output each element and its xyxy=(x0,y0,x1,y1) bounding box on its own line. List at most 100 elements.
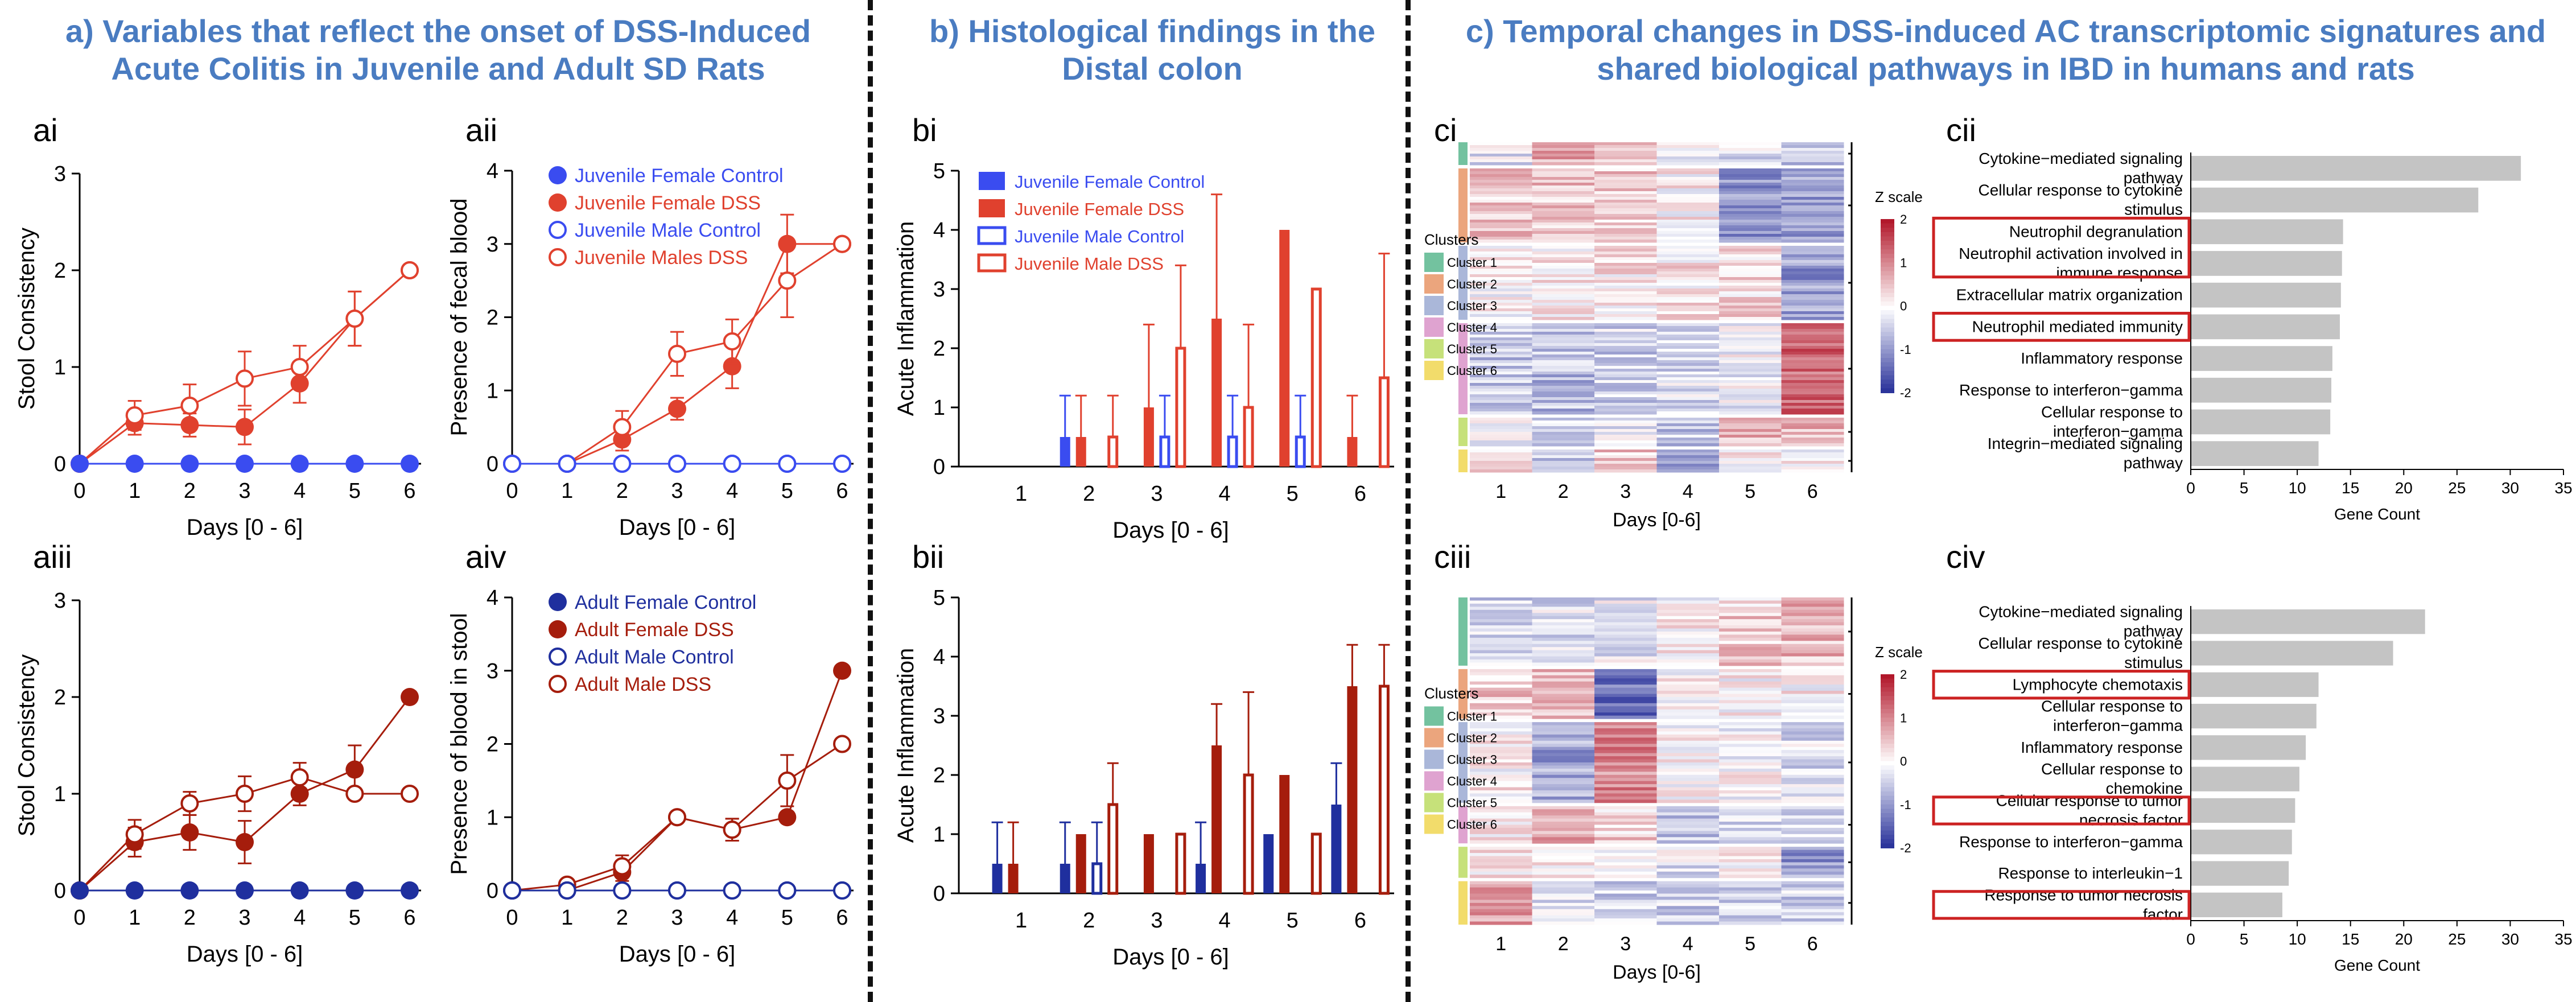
heatmap-cell xyxy=(1719,887,1782,891)
heatmap-cell xyxy=(1656,597,1720,601)
heatmap-cell xyxy=(1781,831,1844,835)
heatmap-cell xyxy=(1656,871,1720,875)
x-tick-label: 4 xyxy=(294,906,306,930)
heatmap-cell xyxy=(1781,840,1844,844)
heatmap-cell xyxy=(1781,799,1844,803)
heatmap-cell xyxy=(1781,759,1844,763)
heatmap-cell xyxy=(1594,426,1657,430)
x-tick-label: 20 xyxy=(2395,930,2413,948)
heatmap-cell xyxy=(1656,397,1720,401)
zscale-gradient-step xyxy=(1881,336,1894,341)
heatmap-cell xyxy=(1470,237,1532,240)
heatmap-cell xyxy=(1594,622,1657,626)
section-a-title-line1: a) Variables that reflect the onset of D… xyxy=(65,13,811,49)
heatmap-cell xyxy=(1719,700,1782,704)
cluster-bar-6 xyxy=(1458,450,1468,472)
pathway-label: Inflammatory response xyxy=(2021,349,2183,367)
heatmap-cell xyxy=(1532,622,1595,626)
heatmap-cell xyxy=(1656,360,1720,364)
heatmap-cell xyxy=(1656,700,1720,704)
heatmap-cell xyxy=(1594,249,1657,252)
heatmap-cell xyxy=(1656,834,1720,838)
heatmap-cell xyxy=(1781,145,1844,149)
x-tick-label: 5 xyxy=(1287,909,1299,933)
heatmap-cell xyxy=(1781,409,1844,412)
heatmap-cell xyxy=(1656,812,1720,816)
heatmap-cell xyxy=(1719,177,1782,180)
heatmap-cell xyxy=(1719,706,1782,710)
pathway-label: Cellular response to tumor xyxy=(1996,791,2183,809)
heatmap-cell xyxy=(1781,824,1844,828)
cluster-legend-label: Cluster 1 xyxy=(1447,710,1497,724)
heatmap-cell xyxy=(1470,678,1532,682)
heatmap-cell xyxy=(1532,383,1595,386)
heatmap-cell xyxy=(1532,790,1595,794)
heatmap-cell xyxy=(1594,625,1657,629)
zscale-gradient-step xyxy=(1881,718,1894,723)
heatmap-cell xyxy=(1656,349,1720,352)
pathway-bar xyxy=(2191,441,2319,466)
heatmap-cell xyxy=(1781,834,1844,838)
heatmap-cell xyxy=(1470,790,1532,794)
section-b-title-line1: b) Histological findings in the xyxy=(929,13,1375,49)
heatmap-cell xyxy=(1532,675,1595,679)
heatmap-cell xyxy=(1719,406,1782,409)
heatmap-cell xyxy=(1719,799,1782,803)
heatmap-cell xyxy=(1470,303,1532,306)
heatmap-cell xyxy=(1719,893,1782,897)
heatmap-cell xyxy=(1470,902,1532,906)
cluster-bar-4 xyxy=(1458,806,1468,844)
heatmap-cell xyxy=(1656,225,1720,229)
heatmap-cell xyxy=(1532,631,1595,635)
pathway-label: Integrin−mediated signaling xyxy=(1988,435,2183,452)
heatmap-cell xyxy=(1719,377,1782,381)
zscale-gradient-step xyxy=(1881,266,1894,272)
heatmap-cell xyxy=(1594,432,1657,435)
heatmap-cell xyxy=(1532,740,1595,744)
heatmap-cell xyxy=(1719,389,1782,392)
heatmap-cell xyxy=(1656,377,1720,381)
heatmap-cell xyxy=(1781,326,1844,329)
zscale-gradient-step xyxy=(1881,756,1894,762)
zscale-gradient-step xyxy=(1881,332,1894,337)
heatmap-cell xyxy=(1470,619,1532,623)
heatmap-cell xyxy=(1470,271,1532,275)
heatmap-cell xyxy=(1781,609,1844,613)
x-axis-label: Days [0-6] xyxy=(1613,962,1701,983)
heatmap-cell xyxy=(1532,609,1595,613)
heatmap-cell xyxy=(1781,737,1844,741)
heatmap-cell xyxy=(1781,286,1844,289)
heatmap-cell xyxy=(1470,406,1532,409)
heatmap-cell xyxy=(1594,349,1657,352)
heatmap-cell xyxy=(1594,765,1657,769)
heatmap-cell xyxy=(1594,603,1657,607)
data-point-open xyxy=(613,857,632,876)
heatmap-cell xyxy=(1656,859,1720,863)
heatmap-cell xyxy=(1594,329,1657,332)
heatmap-cell xyxy=(1470,787,1532,791)
bar-adult_dss xyxy=(1143,834,1154,893)
heatmap-cell xyxy=(1594,246,1657,249)
heatmap-cell xyxy=(1470,423,1532,427)
heatmap-cell xyxy=(1594,597,1657,601)
heatmap-cell xyxy=(1656,411,1720,415)
bar-juvenile_dss xyxy=(1347,437,1358,467)
heatmap-cell xyxy=(1656,774,1720,778)
heatmap-cell xyxy=(1594,271,1657,275)
data-point xyxy=(345,881,364,900)
pathway-label: chemokine xyxy=(2106,780,2183,797)
heatmap-cell xyxy=(1656,778,1720,782)
heatmap-cell xyxy=(1781,896,1844,900)
heatmap-cell xyxy=(1470,294,1532,298)
heatmap-cell xyxy=(1719,286,1782,289)
heatmap-cell xyxy=(1656,332,1720,335)
heatmap-cell xyxy=(1594,678,1657,682)
pathway-label: pathway xyxy=(2124,454,2183,472)
heatmap-cell xyxy=(1532,151,1595,154)
heatmap-cell xyxy=(1719,622,1782,626)
legend-entry: Adult Female Control xyxy=(575,592,756,613)
heatmap-cell xyxy=(1656,317,1720,320)
heatmap-cell xyxy=(1470,890,1532,894)
y-axis-label: Stool Consistency xyxy=(14,654,39,836)
heatmap-cell xyxy=(1719,784,1782,788)
